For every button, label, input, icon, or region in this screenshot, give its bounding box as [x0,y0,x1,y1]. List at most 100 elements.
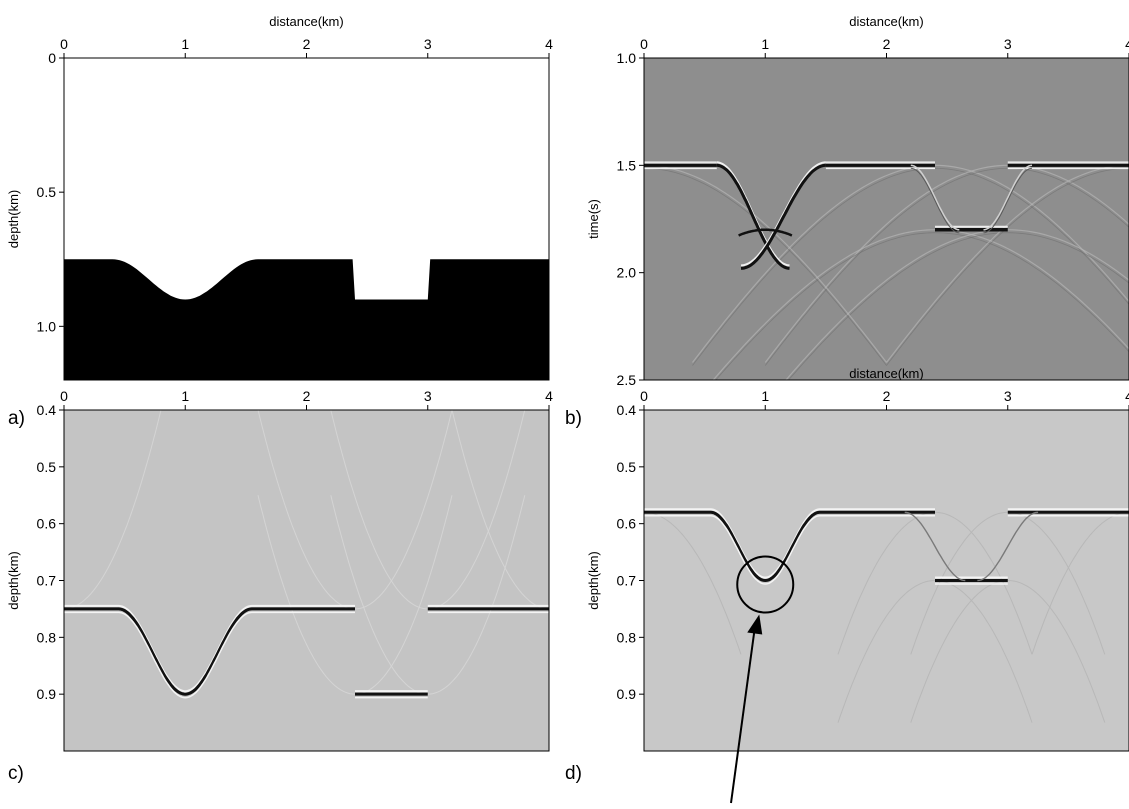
reflector [644,515,1129,585]
plot-background [64,410,549,751]
y-tick-label: 0.8 [37,629,57,645]
plot-area [64,58,549,380]
y-axis-title: depth(km) [6,190,21,249]
x-tick-label: 2 [883,36,891,52]
plot-area [64,410,549,751]
diffraction-tail [644,164,887,363]
y-tick-label: 0.6 [617,516,637,532]
y-tick-label: 0.6 [37,516,57,532]
migration-artifact [427,495,526,695]
x-axis-title: distance(km) [269,366,343,381]
y-tick-label: 0 [48,50,56,66]
diffraction-tail [934,167,1129,306]
panel-label: d) [565,763,582,784]
x-tick-label: 1 [181,388,189,404]
arrow-head [747,614,763,635]
x-tick-label: 0 [60,388,68,404]
y-tick-label: 0.4 [617,402,637,418]
x-tick-label: 3 [1004,36,1012,52]
y-tick-label: 2.5 [617,372,637,388]
x-tick-label: 0 [640,388,648,404]
diffraction-tail [712,229,936,380]
x-tick-label: 1 [761,388,769,404]
diffraction-tail [1007,167,1129,228]
migration-artifact [451,410,549,610]
migration-artifact [837,580,936,723]
migration-artifact [354,410,453,610]
migration-artifact [257,495,356,695]
reflector [904,511,966,582]
plot-area [644,58,1129,380]
diffraction-tail [1007,229,1129,281]
y-tick-label: 1.5 [617,157,637,173]
y-tick-label: 0.5 [37,459,57,475]
reflector [64,611,549,699]
y-tick-label: 1.0 [37,318,57,334]
diffraction-tail [764,167,1008,366]
migration-artifact [1007,580,1106,723]
reflection-event [983,164,1033,231]
reflector [644,510,1129,583]
reflection-event [740,163,827,270]
migration-artifact [257,410,356,610]
x-tick-label: 4 [545,388,553,404]
diffraction-tail [934,229,1129,350]
diffraction-tail [934,164,1129,303]
y-axis-title: time(s) [586,199,601,239]
diffraction-tail [934,232,1129,353]
x-tick-label: 3 [1004,388,1012,404]
y-tick-label: 0.5 [37,184,57,200]
diffraction-tail [785,229,1008,380]
diffraction-tail [644,167,887,366]
plot-background [644,58,1129,380]
migration-artifact [910,511,1008,655]
migration-artifact [427,410,526,610]
panel-label: a) [8,408,25,429]
y-tick-label: 0.7 [617,573,637,589]
x-tick-label: 3 [424,36,432,52]
y-axis-title: depth(km) [6,551,21,610]
reflection-event [716,163,790,270]
diffraction-tail [1007,232,1129,284]
x-tick-label: 2 [883,388,891,404]
highlight-circle [736,555,795,614]
y-tick-label: 0.7 [37,573,57,589]
y-tick-label: 1.0 [617,50,637,66]
x-tick-label: 1 [181,36,189,52]
x-tick-label: 0 [60,36,68,52]
plot-background [644,410,1129,751]
x-axis-title: distance(km) [849,14,923,29]
model-fill [64,259,549,380]
plot-area [644,410,1129,751]
panel-b: 0 1 2 3 4 1.0 1.5 2.0 2.5 distance(km) time(s) b) [565,14,1129,429]
x-tick-label: 2 [303,36,311,52]
x-axis-title: distance(km) [849,366,923,381]
x-tick-label: 0 [640,36,648,52]
diffraction-tail [715,232,936,380]
panel-a: 0 1 2 3 4 0 0.5 1.0 distance(km) depth(km) a) [6,14,553,429]
x-tick-label: 1 [761,36,769,52]
x-tick-label: 4 [545,36,553,52]
reflector [64,607,549,696]
y-axis-title: depth(km) [586,551,601,610]
panel-label: c) [8,763,24,784]
reflection-event [910,167,960,234]
y-tick-label: 0.4 [37,402,57,418]
y-tick-label: 0.8 [617,629,637,645]
panel-label: b) [565,408,582,429]
diffraction-tail [692,167,936,366]
y-tick-label: 0.9 [617,686,637,702]
diffraction-tail [886,164,1129,363]
migration-artifact [330,410,428,610]
migration-artifact [354,495,453,695]
y-tick-label: 0.5 [617,459,637,475]
reflection-event [738,228,793,237]
migration-artifact [64,410,162,610]
x-tick-label: 4 [1125,388,1129,404]
migration-artifact [330,495,428,695]
panel-d: 0 1 2 3 4 0.4 0.5 0.6 0.7 0.8 0.9 distance(km) depth… [565,366,1129,804]
diffraction-tail [886,167,1129,366]
migration-artifact [934,511,1033,655]
reflection-event [910,164,960,231]
